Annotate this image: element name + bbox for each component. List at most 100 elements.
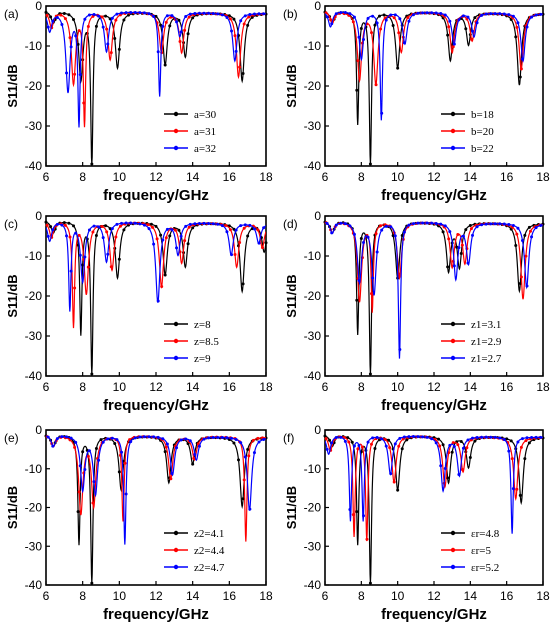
- y-tick-label: -40: [304, 578, 322, 592]
- data-point: [392, 480, 396, 484]
- data-point: [493, 435, 497, 439]
- data-point: [359, 236, 363, 240]
- data-point: [73, 445, 77, 449]
- data-point: [534, 226, 538, 230]
- data-point: [49, 225, 53, 229]
- y-tick-label: -20: [25, 501, 43, 515]
- data-point: [514, 35, 518, 39]
- series-line: [325, 11, 543, 165]
- data-point: [524, 439, 528, 443]
- data-point: [106, 252, 110, 256]
- data-point: [388, 446, 392, 450]
- data-point: [421, 11, 425, 15]
- data-point: [443, 13, 447, 17]
- data-point: [347, 440, 351, 444]
- data-point: [147, 227, 151, 231]
- x-tick-label: 16: [500, 380, 514, 394]
- x-tick-label: 16: [223, 380, 237, 394]
- data-point: [232, 17, 236, 21]
- data-point: [484, 222, 488, 226]
- data-point: [241, 71, 245, 75]
- chart-panel: 6 8 10 12 14 16 18 0 -10 -20 -30 -40 frequency/GHz S1…: [4, 0, 273, 204]
- data-point: [76, 510, 80, 514]
- legend-marker: [450, 530, 456, 536]
- x-tick-label: 8: [358, 589, 365, 603]
- data-point: [343, 439, 347, 443]
- data-point: [113, 37, 117, 41]
- y-tick-label: 0: [35, 0, 42, 13]
- data-point: [252, 451, 256, 455]
- x-tick-label: 14: [464, 589, 478, 603]
- data-point: [518, 281, 522, 285]
- chart-panel: 6 8 10 12 14 16 18 0 -10 -20 -30 -40 frequency/GHz S1…: [4, 209, 273, 414]
- data-point: [92, 480, 96, 484]
- data-point: [77, 490, 81, 494]
- data-point: [511, 487, 515, 491]
- data-point: [151, 225, 155, 229]
- data-point: [539, 223, 543, 227]
- data-point: [155, 237, 159, 241]
- data-point: [405, 438, 409, 442]
- data-point: [489, 435, 493, 439]
- data-point: [60, 435, 64, 439]
- data-point: [262, 12, 266, 16]
- data-point: [163, 450, 167, 454]
- data-point: [374, 232, 378, 236]
- x-tick-label: 12: [427, 380, 441, 394]
- data-point: [67, 221, 71, 225]
- data-point: [370, 292, 374, 296]
- data-point: [502, 438, 506, 442]
- data-point: [520, 57, 524, 61]
- data-point: [187, 15, 191, 19]
- data-point: [515, 232, 519, 236]
- legend-marker: [450, 128, 456, 134]
- data-point: [183, 28, 187, 32]
- plot-frame: [324, 215, 544, 377]
- data-point: [323, 434, 327, 438]
- x-tick-label: 10: [391, 380, 405, 394]
- data-point: [398, 436, 402, 440]
- data-point: [225, 16, 229, 20]
- data-point: [507, 13, 511, 17]
- data-point: [170, 14, 174, 18]
- data-point: [539, 12, 543, 16]
- x-tick-label: 16: [500, 589, 514, 603]
- data-point: [334, 223, 338, 227]
- data-point: [60, 223, 64, 227]
- data-point: [82, 101, 86, 105]
- data-point: [49, 15, 53, 19]
- x-tick-label: 6: [322, 170, 329, 184]
- data-point: [530, 435, 534, 439]
- data-point: [362, 241, 366, 245]
- legend-marker: [450, 145, 456, 151]
- data-point: [224, 224, 228, 228]
- data-point: [452, 42, 456, 46]
- data-point: [147, 435, 151, 439]
- y-tick-label: -30: [25, 329, 43, 343]
- data-point: [368, 372, 372, 376]
- data-point: [446, 265, 450, 269]
- data-point: [375, 21, 379, 25]
- data-point: [505, 437, 509, 441]
- data-point: [94, 446, 98, 450]
- x-tick-label: 14: [186, 589, 200, 603]
- data-point: [97, 458, 101, 462]
- data-point: [527, 441, 531, 445]
- data-point: [447, 451, 451, 455]
- x-tick-label: 12: [427, 589, 441, 603]
- panel-label: (a): [4, 7, 19, 21]
- data-point: [92, 12, 96, 16]
- data-point: [393, 13, 397, 17]
- data-point: [81, 450, 85, 454]
- legend-marker: [173, 128, 179, 134]
- data-point: [164, 236, 168, 240]
- data-point: [430, 221, 434, 225]
- data-point: [60, 23, 64, 27]
- data-point: [402, 435, 406, 439]
- data-point: [493, 12, 497, 16]
- data-point: [191, 226, 195, 230]
- data-point: [243, 14, 247, 18]
- y-tick-label: 0: [35, 209, 42, 223]
- data-point: [384, 18, 388, 22]
- data-point: [371, 276, 375, 280]
